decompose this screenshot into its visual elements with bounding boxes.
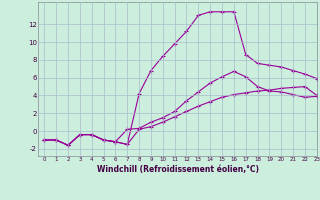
X-axis label: Windchill (Refroidissement éolien,°C): Windchill (Refroidissement éolien,°C) xyxy=(97,165,259,174)
